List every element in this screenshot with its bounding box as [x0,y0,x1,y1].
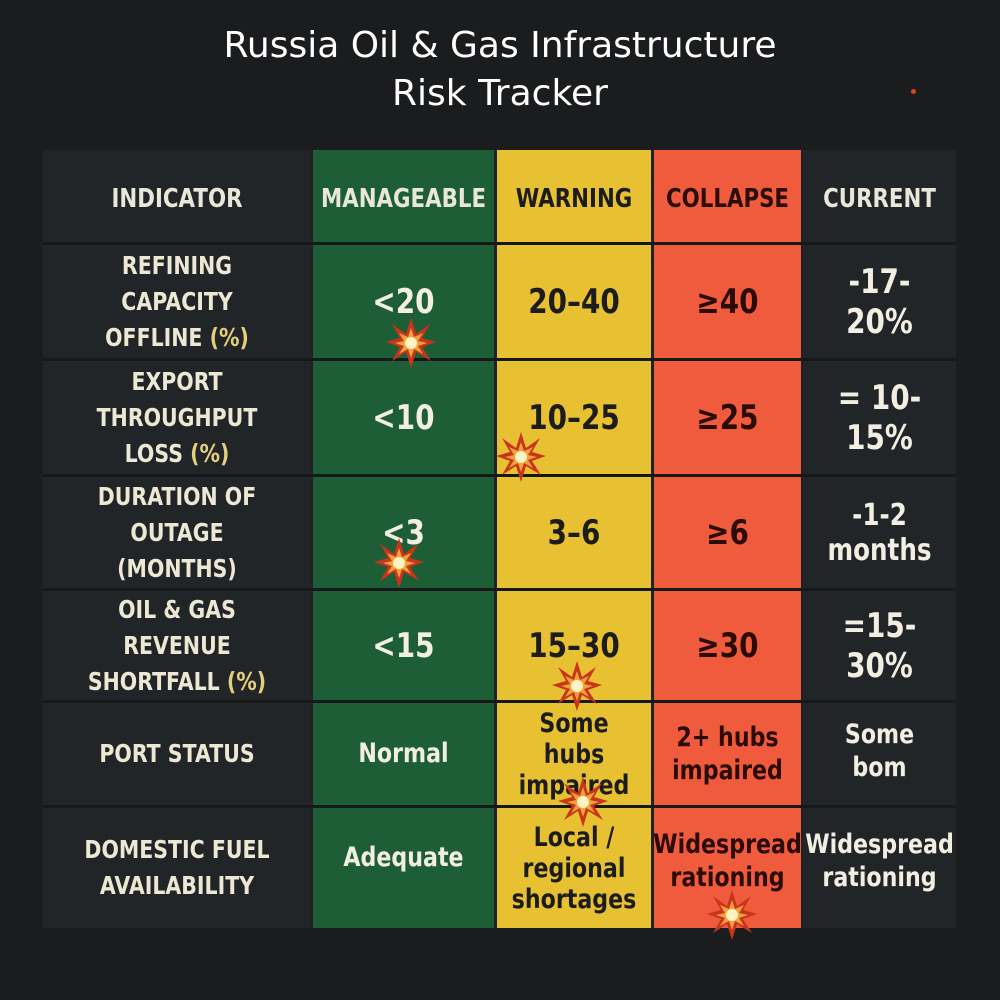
indicator-label: OIL & GAS REVENUE [118,594,236,660]
cell-text-line: shortages [511,883,637,915]
cell-text-line: Widespread [805,828,954,860]
cell-collapse: ≥6 [706,512,749,553]
cell-current: = 10-15% [837,377,922,458]
indicator-label: EXPORT THROUGHPUT [96,366,258,432]
cell-text-line: impaired [672,755,783,786]
indicator-port-status: PORT STATUS [99,739,255,768]
indicator-label: OUTAGE (MONTHS) [117,517,237,583]
cell-manageable: <15 [372,625,435,666]
header-manageable: MANAGEABLE [320,184,487,214]
indicator-label: DURATION OF [97,481,257,511]
cell-manageable: <20 [372,281,435,322]
cell-warning: Local / regional shortages [511,808,637,928]
indicator-label: OFFLINE (%) [105,320,249,356]
current-column-bg [803,150,956,928]
title-line-1: Russia Oil & Gas Infrastructure [223,25,777,66]
cell-text-line: Local / [533,821,615,853]
row-divider [43,700,956,703]
indicator-unit: (%) [226,666,267,696]
explosion-icon [374,538,424,588]
accent-dot [911,89,916,94]
indicator-label: SHORTFALL (%) [88,664,266,700]
header-current: CURRENT [823,184,936,214]
indicator-label-part: OFFLINE [105,322,203,352]
cell-current: Widespread rationing [805,808,954,913]
cell-text-line: Widespread [653,829,802,860]
cell-current: -1-2 months [827,497,932,568]
explosion-icon [552,661,602,711]
cell-manageable: Normal [358,738,449,769]
indicator-label: DOMESTIC FUEL [84,835,270,864]
indicator-column-bg [43,150,311,928]
indicator-refining-capacity: REFINING CAPACITY OFFLINE (%) [67,245,287,358]
cell-current: Some bom [844,718,915,783]
indicator-label: AVAILABILITY [99,871,255,900]
cell-manageable: <10 [372,397,435,438]
cell-collapse: ≥40 [696,281,759,322]
cell-warning: Some hubs impaired [511,703,637,805]
indicator-domestic-fuel: DOMESTIC FUEL AVAILABILITY [67,808,287,928]
row-divider [43,242,956,245]
indicator-unit: (%) [209,322,249,352]
indicator-duration-of-outage: DURATION OF OUTAGE (MONTHS) [67,477,287,588]
row-divider [43,474,956,477]
row-divider [43,805,956,808]
explosion-icon [496,432,546,482]
cell-warning: 15–30 [528,625,620,666]
indicator-export-throughput: EXPORT THROUGHPUT LOSS (%) [67,361,287,474]
cell-text-line: rationing [822,861,937,893]
cell-warning: 20–40 [528,281,620,322]
cell-collapse: Widespread rationing [653,808,802,914]
header-indicator: INDICATOR [111,184,243,214]
cell-text-line: rationing [670,862,785,893]
cell-manageable: <3 [382,512,425,553]
row-divider [43,358,956,361]
indicator-unit: (%) [190,438,230,468]
cell-warning: 3–6 [547,512,601,553]
explosion-icon [386,318,436,368]
cell-current: -17-20% [846,261,913,342]
indicator-label-part: LOSS [124,438,183,468]
indicator-label: LOSS (%) [125,436,230,472]
cell-current: =15-30% [842,605,917,686]
cell-collapse: ≥25 [696,397,759,438]
row-divider [43,588,956,591]
cell-text-line: 2+ hubs [676,722,779,753]
cell-collapse: 2+ hubs impaired [667,703,788,805]
cell-manageable: Adequate [343,842,464,873]
cell-warning: 10–25 [528,397,620,438]
explosion-icon [707,890,757,940]
header-collapse: COLLAPSE [666,184,789,214]
cell-collapse: ≥30 [696,625,759,666]
title-line-2: Risk Tracker [392,73,608,114]
cell-text-line: Some hubs [539,707,609,770]
indicator-label: REFINING CAPACITY [121,250,233,316]
header-warning: WARNING [515,184,633,214]
indicator-label-part: SHORTFALL [87,666,220,696]
indicator-revenue-shortfall: OIL & GAS REVENUE SHORTFALL (%) [67,591,287,700]
explosion-icon [558,777,608,827]
collapse-column-bg [654,150,801,928]
page-title: Russia Oil & Gas Infrastructure Risk Tra… [0,22,1000,118]
cell-text-line: regional [522,852,626,884]
manageable-column-bg [313,150,494,928]
